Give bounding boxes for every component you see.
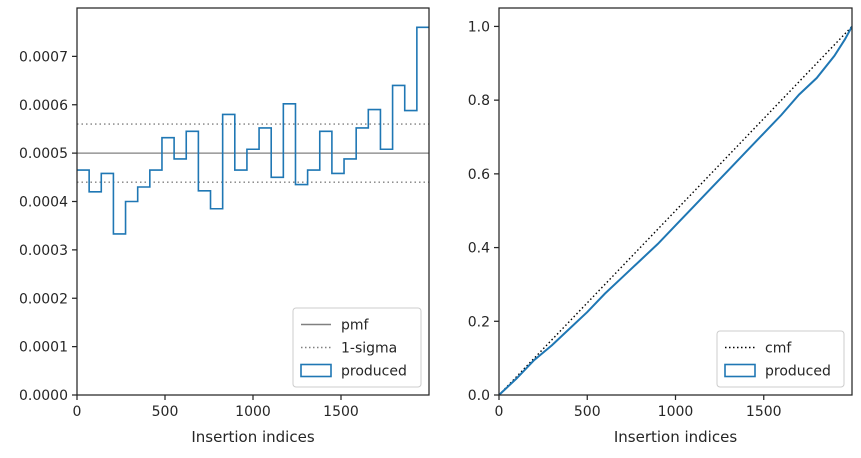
x-tick-label: 1000: [235, 404, 271, 420]
legend-label: 1-sigma: [341, 341, 397, 357]
x-tick-label: 0: [495, 404, 504, 420]
y-tick-label: 0.4: [468, 241, 490, 257]
x-axis-label: Insertion indices: [614, 428, 737, 446]
pmf-chart: 0 500 1000 1500 0.0000 0.0001 0.0002 0.0003 0.00…: [19, 8, 429, 446]
y-tick-label: 0.0007: [19, 49, 68, 65]
cmf-chart: 0 500 1000 1500 0.0 0.2 0.4 0.6 0.8 1.0 Insertion …: [468, 8, 852, 446]
x-tick-label: 1500: [746, 404, 782, 420]
y-tick-label: 0.0000: [19, 388, 68, 404]
y-tick-label: 0.0001: [19, 340, 68, 356]
series-produced-step: [77, 27, 429, 234]
x-tick-label: 1000: [658, 404, 694, 420]
y-tick-label: 0.2: [468, 314, 490, 330]
y-tick-label: 0.0: [468, 388, 490, 404]
y-tick-label: 0.0005: [19, 146, 68, 162]
y-tick-label: 0.0003: [19, 243, 68, 259]
x-tick-label: 500: [152, 404, 179, 420]
y-tick-label: 0.8: [468, 93, 490, 109]
y-tick-label: 0.6: [468, 167, 490, 183]
y-tick-label: 1.0: [468, 19, 490, 35]
legend: cmf produced: [717, 331, 844, 387]
y-tick-label: 0.0004: [19, 195, 68, 211]
legend-label: produced: [765, 364, 831, 380]
legend: pmf 1-sigma produced: [293, 308, 421, 387]
x-axis-label: Insertion indices: [191, 428, 314, 446]
y-tick-label: 0.0006: [19, 98, 68, 114]
x-tick-label: 1500: [323, 404, 359, 420]
legend-label: pmf: [341, 318, 370, 334]
legend-label: cmf: [765, 341, 792, 357]
plot-area: [77, 27, 429, 234]
y-tick-label: 0.0002: [19, 291, 68, 307]
legend-label: produced: [341, 364, 407, 380]
x-tick-label: 500: [574, 404, 601, 420]
x-tick-label: 0: [73, 404, 82, 420]
